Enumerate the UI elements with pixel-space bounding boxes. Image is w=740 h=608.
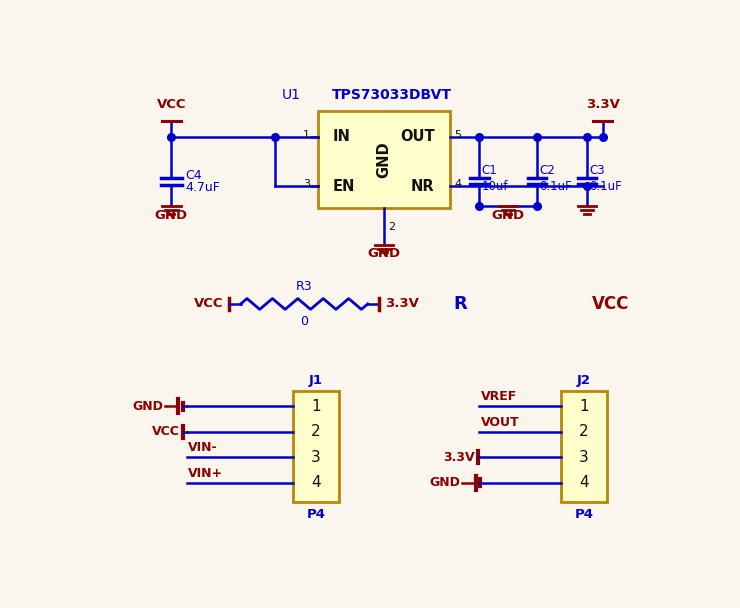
Text: 4.7uF: 4.7uF (185, 181, 220, 194)
Text: 3: 3 (312, 450, 321, 465)
Text: 3.3V: 3.3V (585, 98, 619, 111)
Text: J1: J1 (309, 374, 323, 387)
Text: NR: NR (411, 179, 434, 194)
Text: EN: EN (333, 179, 355, 194)
Text: P4: P4 (574, 508, 593, 521)
Text: GND: GND (491, 209, 525, 221)
Text: C3: C3 (590, 164, 605, 178)
Text: J2: J2 (577, 374, 591, 387)
Text: 0: 0 (300, 315, 308, 328)
Text: C4: C4 (185, 169, 202, 182)
Text: R3: R3 (295, 280, 312, 293)
Text: OUT: OUT (400, 130, 434, 144)
Text: 4: 4 (579, 475, 589, 490)
FancyBboxPatch shape (561, 391, 608, 502)
Text: P4: P4 (306, 508, 326, 521)
Text: VIN+: VIN+ (188, 466, 223, 480)
Text: C2: C2 (539, 164, 555, 178)
Text: 1: 1 (312, 399, 321, 414)
Text: GND: GND (429, 476, 460, 489)
Text: GND: GND (132, 400, 163, 413)
FancyBboxPatch shape (317, 111, 450, 208)
Text: VREF: VREF (481, 390, 517, 403)
Text: IN: IN (333, 130, 351, 144)
Text: TPS73033DBVT: TPS73033DBVT (332, 88, 451, 102)
Text: VOUT: VOUT (481, 416, 519, 429)
Text: R: R (453, 295, 467, 313)
Text: 3.3V: 3.3V (386, 297, 420, 311)
Text: 1: 1 (579, 399, 589, 414)
Text: 4: 4 (454, 179, 461, 189)
Text: 2: 2 (312, 424, 321, 440)
Text: 3: 3 (303, 179, 310, 189)
Text: 0.1uF: 0.1uF (539, 179, 572, 193)
Text: VCC: VCC (157, 98, 186, 111)
Text: VCC: VCC (152, 425, 180, 438)
Text: 1: 1 (303, 130, 310, 140)
Text: VCC: VCC (591, 295, 629, 313)
Text: 0.1uF: 0.1uF (590, 179, 622, 193)
Text: 2: 2 (388, 222, 395, 232)
Text: 10uf: 10uf (482, 179, 508, 193)
Text: 3.3V: 3.3V (443, 451, 475, 464)
Text: 3: 3 (579, 450, 589, 465)
Text: VIN-: VIN- (188, 441, 218, 454)
Text: 4: 4 (312, 475, 321, 490)
Text: GND: GND (155, 209, 188, 221)
Text: C1: C1 (482, 164, 497, 178)
Text: GND: GND (377, 141, 391, 178)
FancyBboxPatch shape (293, 391, 339, 502)
Text: 2: 2 (579, 424, 589, 440)
Text: VCC: VCC (193, 297, 223, 311)
Text: GND: GND (367, 247, 400, 260)
Text: 5: 5 (454, 130, 461, 140)
Text: U1: U1 (282, 88, 300, 102)
